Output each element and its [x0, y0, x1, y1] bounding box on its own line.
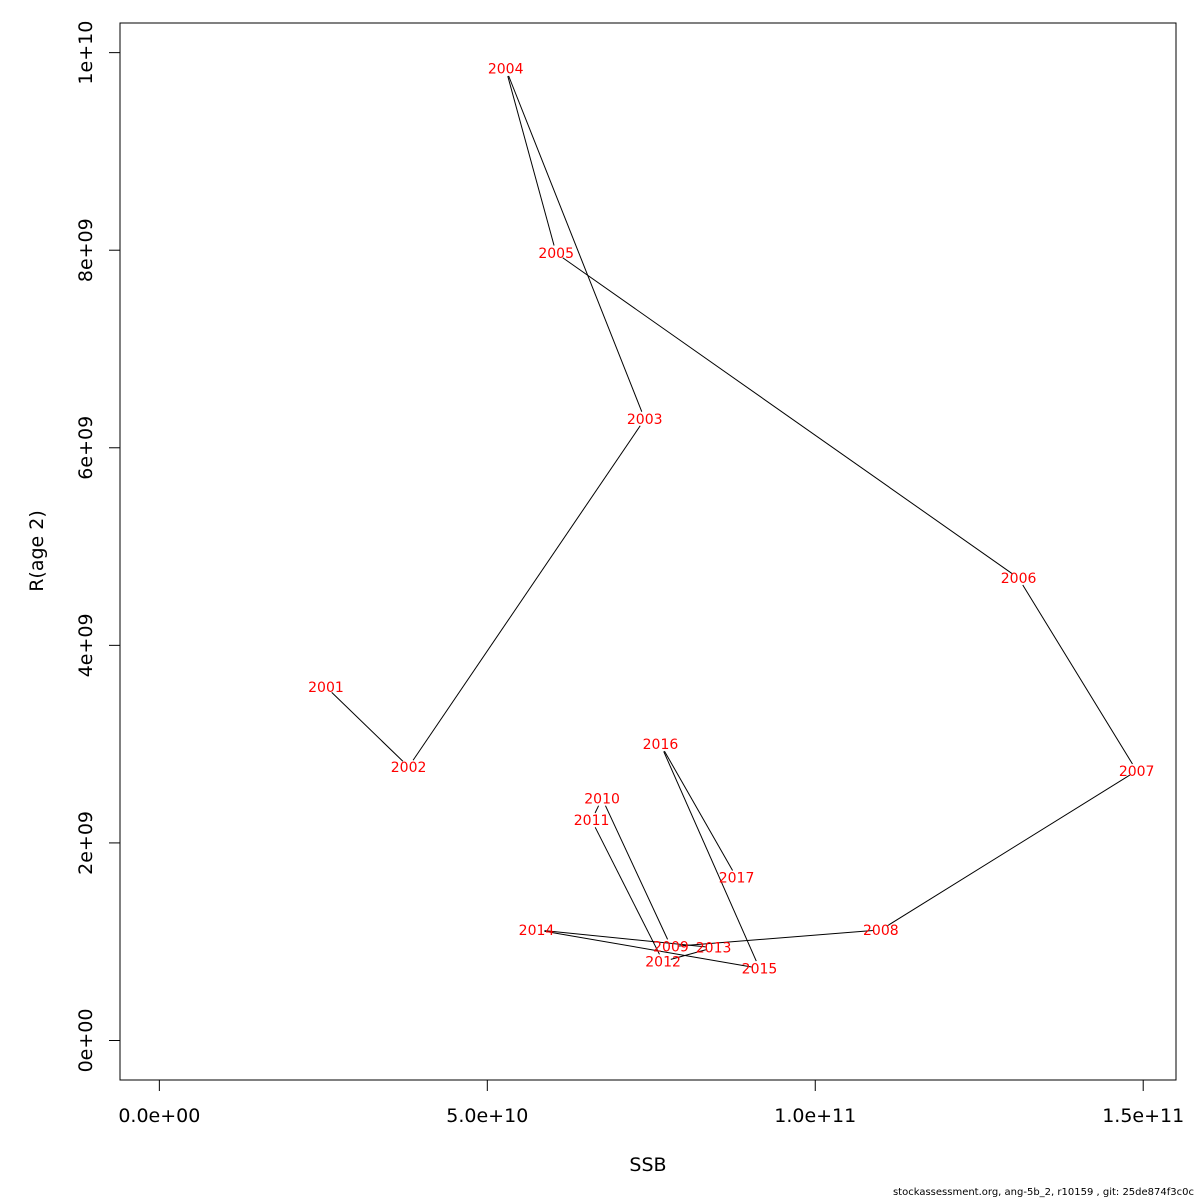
series-segment [887, 774, 1131, 927]
point-label-2003: 2003 [627, 412, 663, 428]
series-segment [605, 805, 669, 940]
point-label-2012: 2012 [645, 954, 681, 970]
series-segment [1022, 584, 1133, 765]
series-line [331, 75, 1133, 968]
x-tick-label: 5.0e+10 [446, 1105, 528, 1127]
point-label-2006: 2006 [1001, 571, 1037, 587]
point-label-2015: 2015 [742, 961, 778, 977]
x-tick-label: 0.0e+00 [118, 1105, 200, 1127]
x-tick-label: 1.5e+11 [1102, 1105, 1184, 1127]
point-label-2007: 2007 [1119, 764, 1155, 780]
y-tick-label: 2e+09 [75, 811, 97, 875]
series-segment [331, 692, 404, 762]
point-label-2002: 2002 [391, 760, 427, 776]
plot-frame [119, 22, 1177, 1081]
point-label-2009: 2009 [653, 940, 689, 956]
y-tick-label: 0e+00 [75, 1009, 97, 1073]
point-label-2001: 2001 [308, 680, 344, 696]
point-label-2016: 2016 [643, 737, 679, 753]
series-segment [412, 425, 641, 761]
y-tick-label: 6e+09 [75, 416, 97, 480]
y-tick-label: 8e+09 [75, 218, 97, 282]
y-axis: 0e+00 2e+09 4e+09 6e+09 8e+09 1e+10 [75, 21, 121, 1073]
y-tick-label: 1e+10 [75, 21, 97, 85]
y-axis-label: R(age 2) [26, 510, 48, 592]
footer-credit: stockassessment.org, ang-5b_2, r10159 , … [892, 1187, 1194, 1198]
x-axis: 0.0e+00 5.0e+10 1.0e+11 1.5e+11 [118, 1079, 1184, 1127]
x-tick-label: 1.0e+11 [774, 1105, 856, 1127]
series-segment [507, 76, 555, 246]
series-segment [678, 929, 873, 947]
series-segment [508, 75, 643, 412]
point-label-2013: 2013 [696, 941, 732, 957]
series-segment [663, 750, 734, 871]
series-segment [544, 930, 706, 948]
series-segment [562, 257, 1013, 574]
point-label-2004: 2004 [488, 61, 524, 77]
point-label-2008: 2008 [863, 923, 899, 939]
series-segment [544, 930, 752, 968]
series-segment [670, 949, 707, 960]
point-label-2010: 2010 [584, 791, 620, 807]
y-tick-label: 4e+09 [75, 613, 97, 677]
series-segment [594, 805, 600, 814]
series-segment [663, 751, 757, 962]
series-segment [594, 827, 660, 955]
point-label-2017: 2017 [719, 870, 755, 886]
point-labels: 2001 2002 2003 2004 2005 2006 2007 2008 2009 2010… [308, 61, 1154, 977]
point-label-2014: 2014 [519, 923, 555, 939]
x-axis-label: SSB [629, 1154, 666, 1176]
point-label-2005: 2005 [538, 246, 574, 262]
point-label-2011: 2011 [574, 813, 610, 829]
